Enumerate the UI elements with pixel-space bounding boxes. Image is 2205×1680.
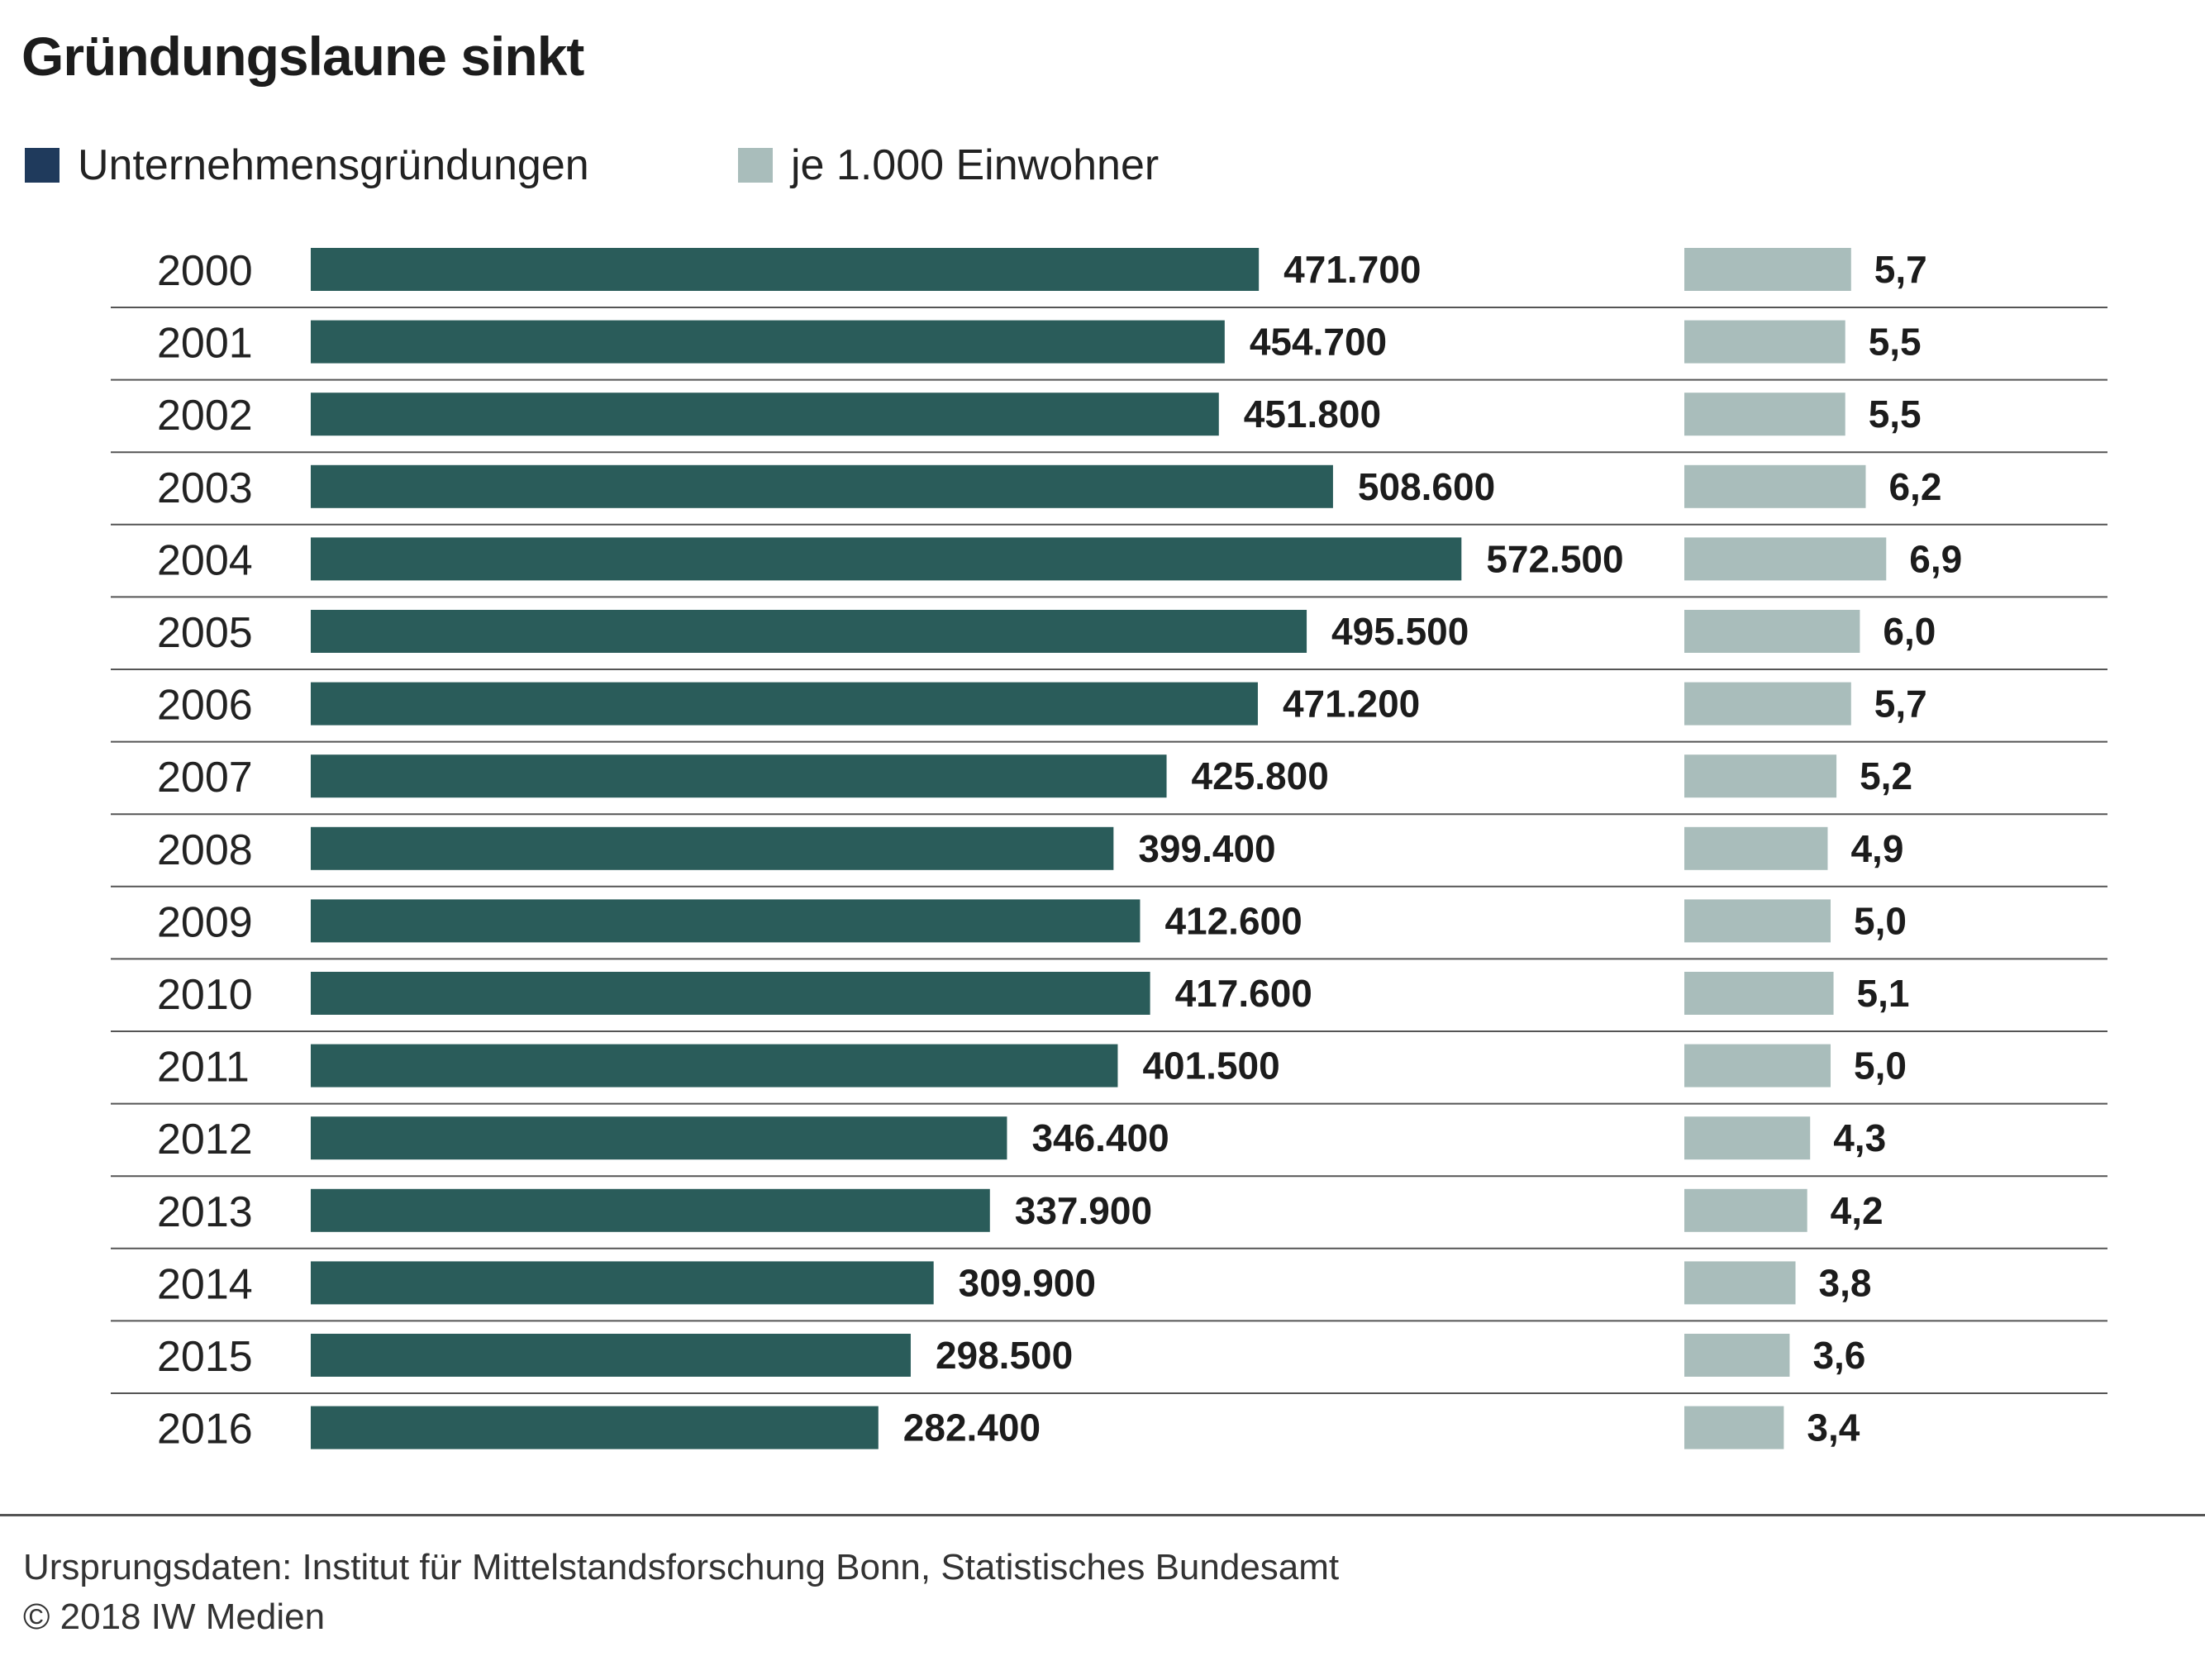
- legend-swatch-je-1000: [738, 148, 773, 183]
- bar-gruendungen: [311, 1188, 990, 1232]
- value-label-gruendungen: 401.500: [1142, 1045, 1279, 1087]
- bar-gruendungen: [311, 1261, 934, 1305]
- value-label-je-1000: 5,7: [1874, 683, 1927, 726]
- legend-item-gruendungen: Unternehmensgründungen: [25, 140, 589, 190]
- value-label-gruendungen: 309.900: [959, 1261, 1096, 1304]
- value-label-gruendungen: 412.600: [1164, 899, 1302, 942]
- bar-gruendungen: [311, 899, 1141, 943]
- value-label-je-1000: 5,5: [1869, 321, 1922, 364]
- value-label-gruendungen: 454.700: [1250, 321, 1387, 364]
- bar-je-1000: [1684, 754, 1837, 798]
- year-label: 2012: [157, 1116, 253, 1164]
- bar-je-1000: [1684, 464, 1866, 508]
- year-label: 2005: [157, 609, 253, 657]
- bar-je-1000: [1684, 248, 1851, 291]
- bar-je-1000: [1684, 1188, 1807, 1232]
- value-label-je-1000: 4,3: [1833, 1116, 1886, 1159]
- value-label-je-1000: 6,0: [1883, 610, 1936, 653]
- value-label-gruendungen: 346.400: [1031, 1116, 1169, 1159]
- value-label-gruendungen: 337.900: [1015, 1189, 1152, 1232]
- legend-label-je-1000: je 1.000 Einwohner: [791, 141, 1160, 189]
- bar-chart: 2000 471.700 5,7 2001 454.700 5,5 2002 451.800 5…: [111, 247, 2107, 1454]
- bar-je-1000: [1684, 537, 1887, 581]
- value-label-gruendungen: 298.500: [936, 1334, 1073, 1377]
- bar-gruendungen: [311, 1406, 879, 1449]
- value-label-gruendungen: 399.400: [1138, 827, 1275, 870]
- bar-gruendungen: [311, 682, 1258, 726]
- bar-je-1000: [1684, 1044, 1831, 1087]
- value-label-gruendungen: 417.600: [1175, 972, 1312, 1015]
- bar-je-1000: [1684, 1334, 1790, 1377]
- year-label: 2009: [157, 898, 253, 946]
- year-label: 2003: [157, 464, 253, 512]
- value-label-je-1000: 6,2: [1888, 465, 1941, 508]
- value-label-je-1000: 5,0: [1854, 899, 1907, 942]
- bar-je-1000: [1684, 320, 1845, 364]
- bar-gruendungen: [311, 320, 1225, 364]
- bar-je-1000: [1684, 826, 1828, 870]
- value-label-gruendungen: 471.700: [1283, 248, 1421, 291]
- value-label-je-1000: 5,1: [1857, 972, 1910, 1015]
- year-label: 2013: [157, 1188, 253, 1236]
- value-label-je-1000: 3,8: [1819, 1261, 1872, 1304]
- year-label: 2000: [157, 247, 253, 295]
- value-label-je-1000: 6,9: [1909, 537, 1962, 580]
- bar-gruendungen: [311, 1044, 1118, 1087]
- bar-je-1000: [1684, 682, 1851, 726]
- bar-gruendungen: [311, 464, 1333, 508]
- value-label-je-1000: 5,7: [1874, 248, 1927, 291]
- value-label-je-1000: 5,5: [1869, 393, 1922, 435]
- bar-je-1000: [1684, 1261, 1796, 1305]
- value-label-gruendungen: 451.800: [1244, 393, 1381, 435]
- bar-gruendungen: [311, 537, 1462, 581]
- year-label: 2014: [157, 1260, 253, 1308]
- value-label-je-1000: 5,2: [1860, 754, 1912, 797]
- year-label: 2008: [157, 826, 253, 874]
- footer-divider: [0, 1514, 2205, 1516]
- bar-gruendungen: [311, 972, 1150, 1015]
- bar-je-1000: [1684, 610, 1860, 653]
- bar-gruendungen: [311, 610, 1307, 653]
- bar-gruendungen: [311, 754, 1167, 798]
- year-label: 2001: [157, 320, 253, 368]
- value-label-je-1000: 4,9: [1850, 827, 1903, 870]
- bar-je-1000: [1684, 972, 1834, 1015]
- legend-swatch-gruendungen: [25, 148, 60, 183]
- year-label: 2016: [157, 1406, 253, 1454]
- copyright-note: © 2018 IW Medien: [23, 1597, 326, 1637]
- value-label-je-1000: 3,4: [1807, 1406, 1860, 1449]
- value-label-gruendungen: 508.600: [1358, 465, 1495, 508]
- bar-je-1000: [1684, 393, 1845, 436]
- bar-gruendungen: [311, 393, 1219, 436]
- chart-title: Gründungslaune sinkt: [21, 26, 584, 87]
- legend-item-je-1000: je 1.000 Einwohner: [738, 140, 1159, 190]
- value-label-je-1000: 3,6: [1812, 1334, 1865, 1377]
- year-label: 2006: [157, 682, 253, 730]
- value-label-je-1000: 4,2: [1831, 1189, 1884, 1232]
- value-label-gruendungen: 572.500: [1486, 537, 1623, 580]
- bar-gruendungen: [311, 826, 1114, 870]
- value-label-gruendungen: 425.800: [1192, 754, 1329, 797]
- bar-gruendungen: [311, 1116, 1007, 1160]
- bar-je-1000: [1684, 1116, 1811, 1160]
- year-label: 2010: [157, 971, 253, 1019]
- bar-je-1000: [1684, 899, 1831, 943]
- year-label: 2004: [157, 536, 253, 584]
- bar-gruendungen: [311, 1334, 911, 1377]
- legend-label-gruendungen: Unternehmensgründungen: [78, 141, 589, 189]
- value-label-gruendungen: 495.500: [1331, 610, 1469, 653]
- value-label-je-1000: 5,0: [1854, 1045, 1907, 1087]
- bar-gruendungen: [311, 248, 1260, 291]
- value-label-gruendungen: 471.200: [1283, 683, 1420, 726]
- year-label: 2011: [157, 1044, 250, 1092]
- source-note: Ursprungsdaten: Institut für Mittelstand…: [23, 1547, 1340, 1587]
- bar-je-1000: [1684, 1406, 1784, 1449]
- year-label: 2002: [157, 392, 253, 440]
- year-label: 2007: [157, 754, 253, 802]
- year-label: 2015: [157, 1333, 253, 1381]
- value-label-gruendungen: 282.400: [903, 1406, 1041, 1449]
